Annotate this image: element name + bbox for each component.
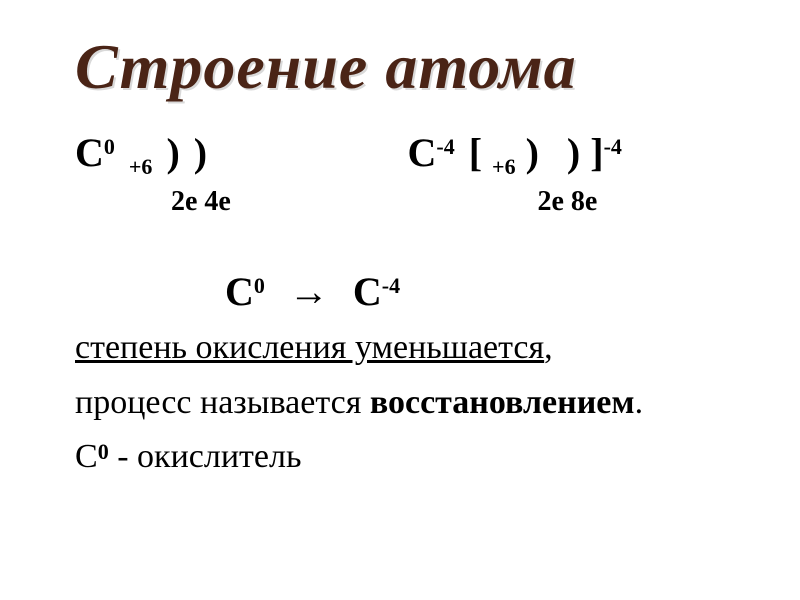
outer-sup: -4 xyxy=(604,134,622,159)
bracket-close: ] xyxy=(590,130,603,175)
neutral-electrons: 2е 4е xyxy=(75,186,408,218)
shell-2: ) xyxy=(567,130,580,175)
line1-tail: , xyxy=(544,329,553,366)
shell-2: ) xyxy=(194,130,207,175)
body-line-2: процесс называется восстановлением. xyxy=(75,382,740,425)
symbol: С xyxy=(408,130,437,175)
charge-sup: -4 xyxy=(436,134,454,159)
right-symbol: С xyxy=(353,269,382,314)
right-sup: -4 xyxy=(382,273,400,298)
shell-1: ) xyxy=(526,130,539,175)
line2-tail: . xyxy=(635,384,644,421)
neutral-atom-col: С0 +6)) 2е 4е xyxy=(75,129,408,218)
slide: Строение атома С0+6)) 2е 4е С-4[ +6 )) ]… xyxy=(0,0,800,600)
body-line-3: С0 - окислитель xyxy=(75,436,740,479)
transition-formula: С0 → С-4 xyxy=(75,268,740,315)
arrow-icon: → xyxy=(275,268,343,315)
ion-electrons: 2е 8е xyxy=(408,186,741,218)
ion-atom-col: С-4[ +6 )) ]-4 2е 8е xyxy=(408,129,741,218)
nucleus-charge: +6 xyxy=(492,154,516,179)
atom-structures-row: С0+6)) 2е 4е С-4[ +6 )) ]-4 2е 8е xyxy=(75,129,740,218)
line3-sup: 0 xyxy=(98,439,109,464)
symbol: С xyxy=(75,130,104,175)
body-line-1: степень окисления уменьшается, xyxy=(75,327,740,370)
line2-plain: процесс называется xyxy=(75,384,370,421)
left-symbol: С xyxy=(225,269,254,314)
slide-title: Строение атома xyxy=(75,30,740,104)
shell-1: ) xyxy=(166,130,179,175)
nucleus-charge: +6 xyxy=(129,154,153,179)
line3-symbol: С xyxy=(75,438,98,475)
line2-bold: восстановлением xyxy=(370,384,635,421)
left-sup: 0 xyxy=(254,273,265,298)
ion-atom-formula: С-4[ +6 )) ]-4 xyxy=(408,129,741,180)
line3-rest: - окислитель xyxy=(109,438,302,475)
charge-sup: 0 xyxy=(104,134,115,159)
line1-underlined: степень окисления уменьшается xyxy=(75,329,544,366)
bracket-open: [ xyxy=(469,130,482,175)
neutral-atom-formula: С0 +6)) xyxy=(75,129,408,180)
